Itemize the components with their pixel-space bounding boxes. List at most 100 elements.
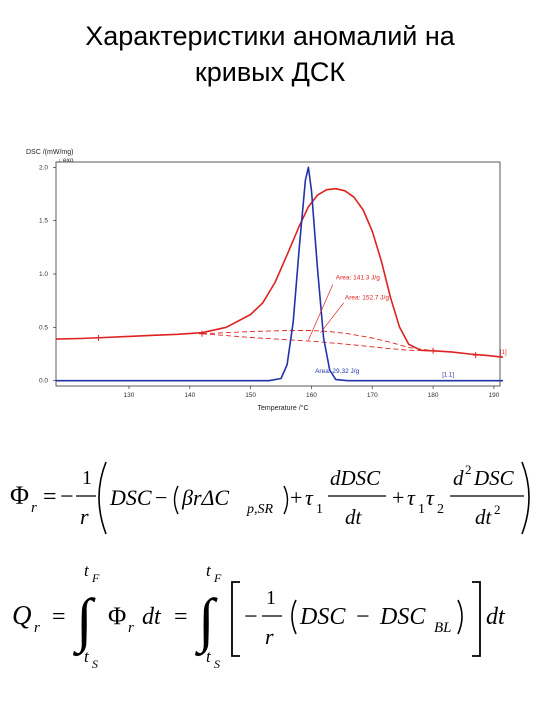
- page-title: Характеристики аномалий на кривых ДСК: [0, 18, 540, 90]
- eq2-lhs: Q: [12, 600, 32, 630]
- eq1-paren-close: [521, 461, 530, 535]
- eq1-dt2-sup: 2: [494, 502, 501, 517]
- eq2-t-lower-sub-1: S: [92, 657, 98, 671]
- eq2-minus: −: [244, 604, 258, 630]
- eq2-dsc: DSC: [299, 604, 346, 630]
- x-tick-label: 180: [428, 392, 439, 399]
- y-tick-label: 1.5: [39, 218, 48, 225]
- eq1-ddsc-num: dDSC: [330, 466, 381, 490]
- eq1-frac-r: r: [80, 504, 89, 529]
- eq2-bl-sub: BL: [434, 620, 452, 636]
- y-axis-exo-label: ↓ exo: [58, 157, 74, 164]
- area-annotation: Area: 29.32 J/g: [315, 368, 359, 375]
- equation-phi-r: Φ r = − 1 r DSC − βrΔC p,SR + τ 1 dDSC d…: [10, 461, 530, 535]
- eq1-lhs: Φ: [10, 481, 29, 510]
- eq1-plus1: +: [290, 485, 302, 510]
- eq2-phi: Φ: [108, 603, 126, 630]
- x-tick-label: 170: [367, 392, 378, 399]
- eq2-dt1: dt: [142, 604, 162, 630]
- eq2-t-lower-1: t: [84, 647, 90, 666]
- eq1-paren-inner-open: [173, 485, 179, 515]
- equation-q-r: Q r = t F ∫ t S Φ r dt = t F ∫ t S − 1 r…: [12, 561, 506, 671]
- dsc-chart: DSC /(mW/mg) ↓ exo Temperature /°C 130 14…: [26, 149, 507, 412]
- limit-marker: [198, 330, 205, 337]
- eq1-frac-one: 1: [82, 467, 92, 489]
- series-line-1: [55, 187, 504, 358]
- annotation-leader: [308, 284, 334, 341]
- eq1-d2: d: [453, 466, 464, 490]
- eq1-tau2-sub: 2: [437, 502, 444, 517]
- chart-ticks: 130 140 150 160 170 180 190 0.0 0.5 1.0 1.5 2.0: [39, 164, 500, 399]
- limit-marker: [472, 352, 479, 359]
- eq2-frac-r: r: [265, 624, 274, 649]
- eq1-d2-sup: 2: [465, 462, 472, 477]
- eq1-lhs-sub: r: [31, 500, 37, 516]
- eq2-bracket-close: [472, 581, 481, 657]
- y-tick-label: 0.5: [39, 324, 48, 331]
- eq2-equals2: =: [174, 604, 188, 630]
- eq1-cp-sub: p,SR: [246, 502, 274, 517]
- series-line-2: [56, 166, 503, 382]
- baseline-2: [201, 330, 434, 352]
- eq1-minus: −: [60, 484, 74, 510]
- eq2-phi-sub: r: [128, 620, 134, 636]
- chart-series: [55, 166, 504, 382]
- eq1-minus2: −: [155, 485, 167, 510]
- eq2-bracket-open: [231, 581, 240, 657]
- area-annotation: Area: 152.7 J/g: [345, 295, 389, 302]
- eq1-dsc: DSC: [109, 485, 152, 510]
- eq1-tau1: τ: [407, 485, 416, 510]
- series-end-label: [1.1]: [442, 372, 454, 378]
- x-axis-label: Temperature /°C: [257, 404, 308, 412]
- eq2-lhs-sub: r: [34, 620, 40, 636]
- eq2-t-upper-1: t: [84, 561, 90, 580]
- x-tick-label: 190: [488, 392, 499, 399]
- limit-marker: [430, 347, 437, 354]
- eq1-d2-dsc: DSC: [473, 466, 515, 490]
- baseline-1: [201, 333, 434, 352]
- series-end-label: [1]: [500, 350, 507, 356]
- eq1-equals: =: [43, 484, 57, 510]
- chart-markers: [95, 330, 479, 359]
- chart-annotations: Area: 141.3 J/g Area: 152.7 J/g Area: 29.3…: [308, 274, 389, 375]
- eq2-dt2: dt: [486, 604, 506, 630]
- annotation-leader: [320, 302, 344, 333]
- eq2-integral-2: ∫: [195, 587, 218, 657]
- eq1-tau2: τ: [426, 485, 435, 510]
- eq1-tau: τ: [305, 485, 314, 510]
- eq2-t-lower-sub-2: S: [214, 657, 220, 671]
- eq1-plus2: +: [392, 485, 404, 510]
- eq2-t-upper-2: t: [206, 561, 212, 580]
- x-tick-label: 140: [184, 392, 195, 399]
- eq2-t-lower-2: t: [206, 647, 212, 666]
- eq2-minus2: −: [356, 604, 370, 630]
- eq1-tau1-sub: 1: [418, 502, 425, 517]
- eq2-t-upper-sub-1: F: [91, 571, 100, 585]
- x-tick-label: 130: [124, 392, 135, 399]
- eq1-paren-inner-close: [283, 485, 289, 515]
- eq1-beta-r-delta: βrΔC: [181, 485, 229, 510]
- eq1-ddsc-den: dt: [345, 505, 363, 529]
- limit-marker: [95, 335, 102, 341]
- x-tick-label: 150: [245, 392, 256, 399]
- y-tick-label: 2.0: [39, 164, 48, 171]
- eq2-equals1: =: [52, 604, 66, 630]
- eq2-frac-one: 1: [266, 587, 276, 609]
- y-tick-label: 1.0: [39, 271, 48, 278]
- title-line-1: Характеристики аномалий на: [85, 21, 455, 51]
- chart-baselines: [201, 330, 434, 352]
- x-tick-label: 160: [306, 392, 317, 399]
- y-tick-label: 0.0: [39, 378, 48, 385]
- eq2-paren-close: [457, 599, 463, 635]
- eq1-tau-sub: 1: [316, 502, 323, 517]
- chart-end-labels: [1] [1.1]: [442, 350, 507, 378]
- y-axis-label: DSC /(mW/mg): [26, 149, 73, 156]
- area-annotation: Area: 141.3 J/g: [336, 274, 380, 281]
- eq2-dsc-bl: DSC: [379, 604, 426, 630]
- eq2-paren-open: [291, 599, 297, 635]
- eq1-paren-open: [98, 461, 107, 535]
- eq2-integral-1: ∫: [73, 587, 96, 657]
- title-line-2: кривых ДСК: [194, 57, 346, 87]
- eq2-t-upper-sub-2: F: [213, 571, 222, 585]
- eq1-dt2: dt: [475, 505, 493, 529]
